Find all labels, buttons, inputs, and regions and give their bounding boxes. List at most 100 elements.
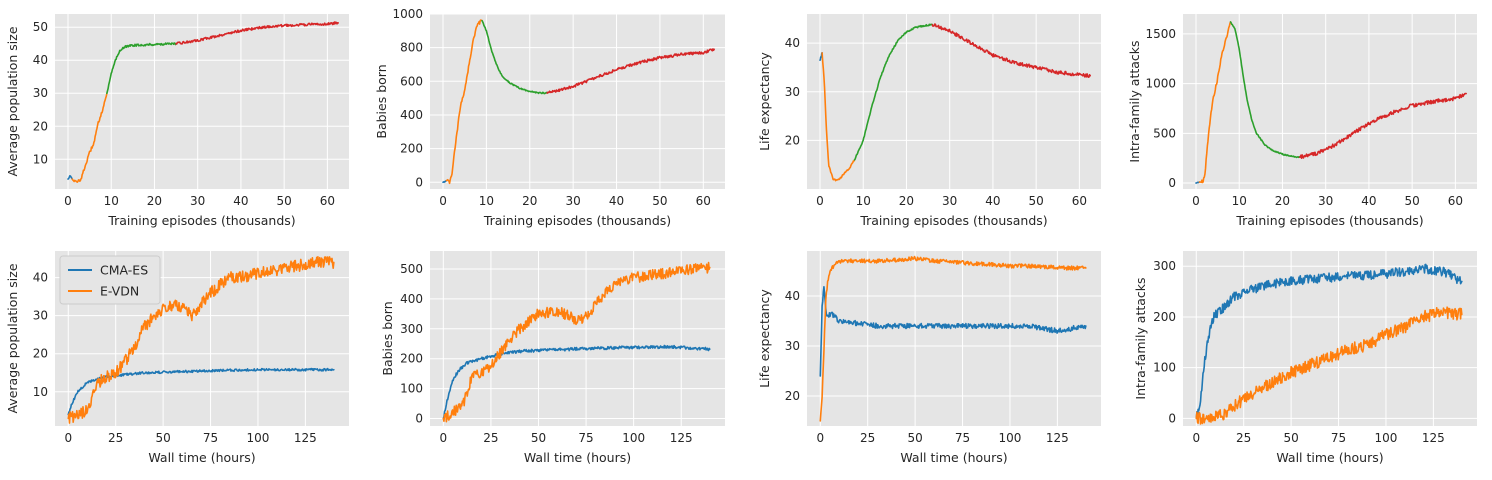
y-tick-label: 500 xyxy=(1153,126,1176,140)
x-tick-label: 0 xyxy=(64,431,72,445)
y-tick-label: 300 xyxy=(1153,259,1176,273)
x-tick-label: 25 xyxy=(108,431,123,445)
y-tick-label: 400 xyxy=(400,292,423,306)
y-tick-label: 1500 xyxy=(1145,27,1176,41)
x-tick-label: 0 xyxy=(440,431,448,445)
plot-area xyxy=(430,14,725,189)
x-tick-label: 0 xyxy=(1192,431,1200,445)
y-tick-label: 20 xyxy=(33,119,48,133)
chart-panel-8: 0 25 50 75 100 125 0 100 200 300 Wall time (hours)… xyxy=(1133,251,1477,465)
y-tick-label: 10 xyxy=(33,152,48,166)
x-axis-label: Wall time (hours) xyxy=(900,450,1007,465)
chart-panel-5: 0 25 50 75 100 125 10 20 30 40 Wall time (hours) Av… xyxy=(5,251,349,465)
y-tick-label: 30 xyxy=(33,309,48,323)
y-axis-label: Intra-family attacks xyxy=(1133,277,1148,399)
x-tick-label: 75 xyxy=(955,431,970,445)
x-tick-label: 0 xyxy=(816,194,824,208)
x-tick-label: 25 xyxy=(1236,431,1251,445)
legend-label: CMA-ES xyxy=(100,263,148,278)
series-line-segment-red xyxy=(175,21,339,45)
x-tick-label: 10 xyxy=(1232,194,1247,208)
x-tick-label: 60 xyxy=(696,194,711,208)
chart-panel-6: 0 25 50 75 100 125 0 100 200 300 400 500 Wall time (… xyxy=(380,251,725,465)
y-tick-label: 100 xyxy=(400,382,423,396)
chart-panel-7: 0 25 50 75 100 125 20 30 40 Wall time (hours) Life… xyxy=(757,251,1101,465)
y-tick-label: 200 xyxy=(1153,310,1176,324)
chart-panel-4: 0 10 20 30 40 50 60 0 500 1000 1500 Training episod… xyxy=(1127,14,1477,228)
x-tick-label: 125 xyxy=(1422,431,1445,445)
x-tick-label: 30 xyxy=(1318,194,1333,208)
x-tick-label: 40 xyxy=(233,194,248,208)
y-axis-label: Average population size xyxy=(5,263,20,413)
y-axis-label: Intra-family attacks xyxy=(1127,40,1142,162)
y-tick-label: 400 xyxy=(400,108,423,122)
y-tick-label: 40 xyxy=(33,271,48,285)
x-tick-label: 75 xyxy=(1331,431,1346,445)
x-tick-label: 0 xyxy=(816,431,824,445)
y-tick-label: 10 xyxy=(33,385,48,399)
x-tick-label: 0 xyxy=(64,194,72,208)
x-tick-label: 0 xyxy=(439,194,447,208)
y-tick-label: 500 xyxy=(400,262,423,276)
series-line-segment-green xyxy=(481,19,548,95)
x-tick-label: 50 xyxy=(155,431,170,445)
x-axis-label: Wall time (hours) xyxy=(524,450,631,465)
y-tick-label: 20 xyxy=(785,389,800,403)
series-line-segment-red xyxy=(546,48,715,94)
series-line-segment-red xyxy=(1298,92,1467,160)
x-tick-label: 125 xyxy=(294,431,317,445)
y-tick-label: 50 xyxy=(33,20,48,34)
legend: CMA-ES E-VDN xyxy=(59,255,161,305)
x-tick-label: 0 xyxy=(1192,194,1200,208)
y-tick-label: 40 xyxy=(785,36,800,50)
x-tick-label: 25 xyxy=(860,431,875,445)
y-axis-label: Average population size xyxy=(5,26,20,176)
x-tick-label: 20 xyxy=(1275,194,1290,208)
y-axis-label: Life expectancy xyxy=(757,289,772,388)
y-tick-label: 200 xyxy=(400,142,423,156)
y-axis-label: Life expectancy xyxy=(757,52,772,151)
y-tick-label: 40 xyxy=(33,53,48,67)
x-axis-label: Training episodes (thousands) xyxy=(107,213,295,228)
x-tick-label: 40 xyxy=(985,194,1000,208)
y-tick-label: 300 xyxy=(400,322,423,336)
x-tick-label: 100 xyxy=(1375,431,1398,445)
series-line-cma-es xyxy=(1195,263,1463,420)
y-tick-label: 20 xyxy=(785,133,800,147)
x-tick-label: 75 xyxy=(203,431,218,445)
series-line-e-vdn xyxy=(442,261,711,423)
x-tick-label: 60 xyxy=(1448,194,1463,208)
x-axis-label: Wall time (hours) xyxy=(1276,450,1383,465)
plot-area xyxy=(55,14,349,189)
series-line-cma-es xyxy=(442,344,711,420)
x-axis-label: Wall time (hours) xyxy=(148,450,255,465)
chart-panel-3: 0 10 20 30 40 50 60 20 30 40 Training episodes (th… xyxy=(757,14,1101,228)
x-tick-label: 30 xyxy=(942,194,957,208)
y-tick-label: 40 xyxy=(785,289,800,303)
x-tick-label: 30 xyxy=(566,194,581,208)
y-tick-label: 800 xyxy=(400,41,423,55)
x-tick-label: 30 xyxy=(190,194,205,208)
x-axis-label: Training episodes (thousands) xyxy=(483,213,671,228)
x-tick-label: 50 xyxy=(1029,194,1044,208)
y-tick-label: 0 xyxy=(415,175,423,189)
series-line-segment-orange xyxy=(821,52,856,182)
plot-area xyxy=(807,14,1101,189)
chart-panel-1: 0 10 20 30 40 50 60 10 20 30 40 50 Training episodes… xyxy=(5,14,349,228)
y-tick-label: 0 xyxy=(415,412,423,426)
x-tick-label: 60 xyxy=(320,194,335,208)
x-tick-label: 10 xyxy=(856,194,871,208)
y-tick-label: 20 xyxy=(33,347,48,361)
x-tick-label: 40 xyxy=(609,194,624,208)
y-tick-label: 600 xyxy=(400,74,423,88)
x-tick-label: 100 xyxy=(622,431,645,445)
x-tick-label: 100 xyxy=(247,431,270,445)
x-tick-label: 25 xyxy=(483,431,498,445)
series-line-segment-red xyxy=(931,23,1091,79)
y-tick-label: 1000 xyxy=(1145,77,1176,91)
plot-area xyxy=(430,251,725,426)
x-tick-label: 10 xyxy=(479,194,494,208)
x-axis-label: Training episodes (thousands) xyxy=(859,213,1047,228)
y-tick-label: 100 xyxy=(1153,361,1176,375)
series-line-segment-green xyxy=(1229,21,1301,159)
